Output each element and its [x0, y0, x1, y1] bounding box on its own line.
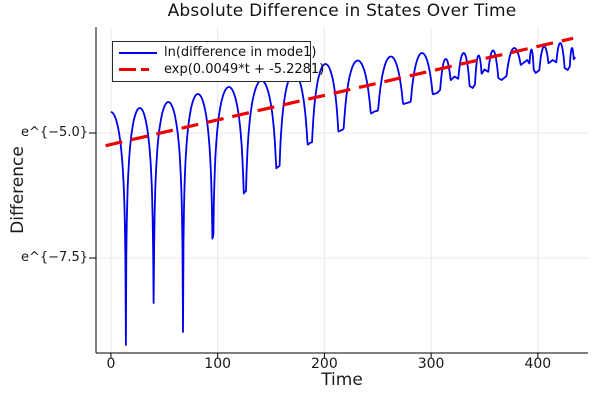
dash-line-icon: [141, 68, 149, 71]
chart-title: Absolute Difference in States Over Time: [167, 1, 517, 21]
legend-label: exp(0.0049*t + -5.2281): [164, 62, 325, 77]
legend-entry-blue: ln(difference in mode1): [119, 44, 317, 61]
y-tick-label: e^{−5.0}: [21, 125, 88, 140]
y-tick-label: e^{−7.5}: [21, 250, 88, 265]
x-tick-label: 200: [311, 356, 338, 372]
legend-entry-red: exp(0.0049*t + -5.2281): [119, 61, 324, 78]
y-axis-label: Difference: [8, 146, 28, 234]
x-tick-label: 400: [524, 356, 552, 372]
x-tick-label: 300: [417, 356, 445, 372]
legend: ln(difference in mode1) exp(0.0049*t + -…: [112, 41, 324, 82]
solid-line-icon: [119, 51, 157, 54]
x-tick-label: 100: [204, 356, 232, 372]
x-tick-label: 0: [106, 356, 116, 372]
legend-blue-line-sample: [119, 51, 157, 54]
legend-label: ln(difference in mode1): [164, 45, 317, 60]
dash-line-icon: [119, 68, 136, 71]
legend-red-dash-sample: [119, 68, 157, 71]
x-axis-label: Time: [321, 370, 363, 390]
